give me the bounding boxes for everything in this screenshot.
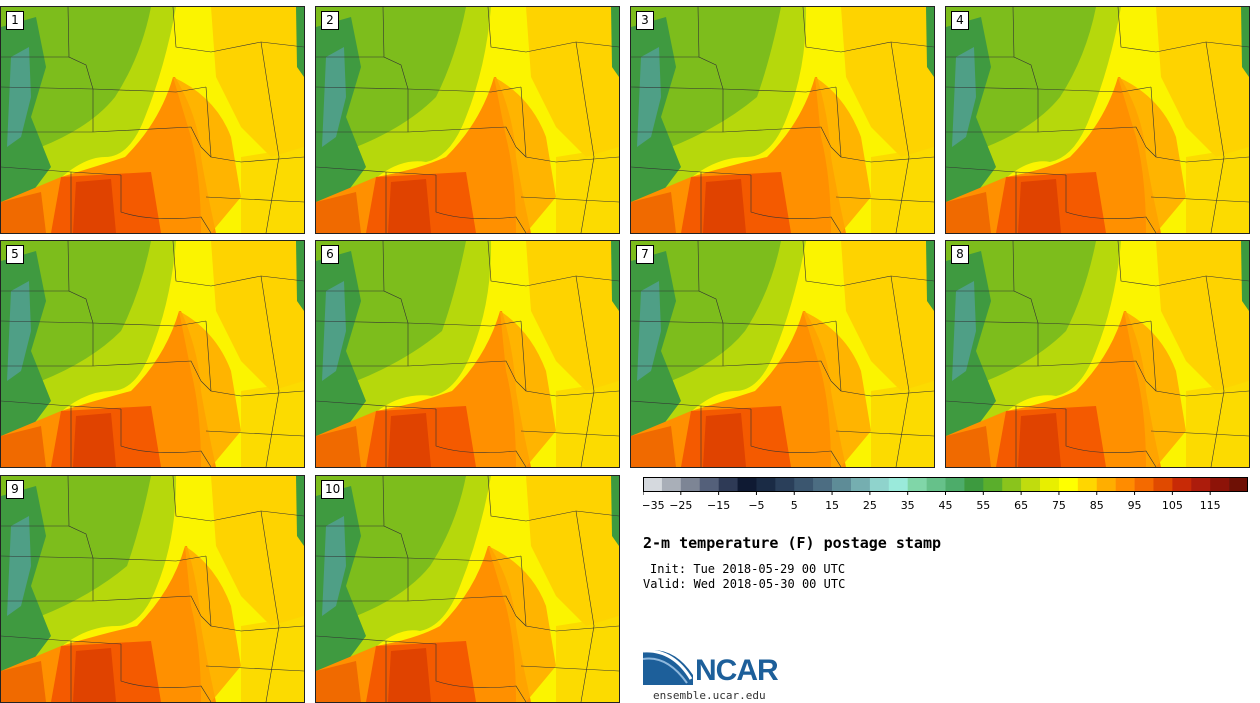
colorbar-tick-label: 65 <box>1014 499 1028 512</box>
temperature-map <box>316 241 619 467</box>
colorbar-segment <box>1210 477 1230 492</box>
temperature-map <box>1 476 304 702</box>
colorbar-tick-label: 5 <box>791 499 798 512</box>
colorbar-tick-label: 85 <box>1090 499 1104 512</box>
temperature-map <box>316 476 619 702</box>
colorbar-segment <box>850 477 871 492</box>
member-panel-6: 6 <box>315 240 620 468</box>
member-number: 5 <box>6 245 24 264</box>
colorbar-tick-label: 35 <box>901 499 915 512</box>
colorbar-tick-label: 45 <box>939 499 953 512</box>
colorbar-segment <box>1096 477 1116 492</box>
colorbar-segment <box>1134 477 1154 492</box>
colorbar-tick-label: 115 <box>1200 499 1221 512</box>
colorbar-tick-label: −35 <box>643 499 665 512</box>
colorbar-segment <box>926 477 946 492</box>
temperature-map <box>631 7 934 233</box>
colorbar-segment <box>945 477 965 492</box>
colorbar-segment <box>888 477 908 492</box>
member-number: 7 <box>636 245 654 264</box>
colorbar-segment <box>1021 477 1041 492</box>
colorbar-tick-label: 25 <box>863 499 877 512</box>
member-number: 6 <box>321 245 339 264</box>
member-panel-2: 2 <box>315 6 620 234</box>
colorbar-tick-label: −15 <box>707 499 730 512</box>
colorbar-segment <box>869 477 890 492</box>
colorbar-segment <box>1153 477 1173 492</box>
colorbar-segment <box>737 477 757 492</box>
temperature-map <box>631 241 934 467</box>
colorbar-segment <box>964 477 984 492</box>
logo-name: NCAR <box>695 654 779 687</box>
colorbar-segment <box>1040 477 1060 492</box>
colorbar-border <box>643 477 1248 492</box>
temperature-map <box>1 7 304 233</box>
colorbar-segment <box>1115 477 1135 492</box>
chart-title: 2-m temperature (F) postage stamp <box>643 534 942 552</box>
temperature-map <box>946 241 1249 467</box>
colorbar-segment <box>643 477 663 492</box>
temperature-map <box>1 241 304 467</box>
colorbar-tick-label: 15 <box>825 499 839 512</box>
colorbar-segment <box>1172 477 1192 492</box>
colorbar-segment <box>1229 477 1248 492</box>
ncar-logo-icon <box>643 649 693 685</box>
colorbar-tick-label: 95 <box>1128 499 1142 512</box>
temperature-colorbar: −35 −25 −15 −5 5 15 25 35 45 55 65 75 85 95 105 115 <box>643 477 1248 512</box>
colorbar-segment <box>1002 477 1022 492</box>
valid-time: Valid: Wed 2018-05-30 00 UTC <box>643 577 846 591</box>
temperature-map <box>316 7 619 233</box>
colorbar-segment <box>661 477 682 492</box>
colorbar-segment <box>813 477 833 492</box>
colorbar-segment <box>1077 477 1098 492</box>
member-number: 1 <box>6 11 24 30</box>
member-number: 8 <box>951 245 969 264</box>
colorbar-tick-label: −5 <box>748 499 764 512</box>
colorbar-segment <box>1058 477 1079 492</box>
colorbar-segment <box>775 477 795 492</box>
colorbar-tick-label: 55 <box>976 499 990 512</box>
colorbar-segment <box>832 477 852 492</box>
colorbar-segment <box>699 477 719 492</box>
colorbar-segment <box>756 477 776 492</box>
member-panel-3: 3 <box>630 6 935 234</box>
colorbar-segment <box>983 477 1003 492</box>
init-time: Init: Tue 2018-05-29 00 UTC <box>650 562 846 576</box>
colorbar-segment <box>680 477 701 492</box>
member-panel-9: 9 <box>0 475 305 703</box>
colorbar-segment <box>794 477 814 492</box>
member-panel-8: 8 <box>945 240 1250 468</box>
member-number: 3 <box>636 11 654 30</box>
member-number: 2 <box>321 11 339 30</box>
member-number: 9 <box>6 480 24 499</box>
logo-url: ensemble.ucar.edu <box>653 689 766 702</box>
colorbar-tick-label: 75 <box>1052 499 1066 512</box>
colorbar-segment <box>907 477 927 492</box>
member-number: 10 <box>321 480 345 499</box>
member-panel-7: 7 <box>630 240 935 468</box>
member-panel-5: 5 <box>0 240 305 468</box>
colorbar-segment <box>718 477 738 492</box>
colorbar-tick-label: 105 <box>1162 499 1183 512</box>
member-panel-4: 4 <box>945 6 1250 234</box>
member-panel-1: 1 <box>0 6 305 234</box>
colorbar-segment <box>1191 477 1211 492</box>
member-panel-10: 10 <box>315 475 620 703</box>
colorbar-tick-label: −25 <box>669 499 692 512</box>
member-number: 4 <box>951 11 969 30</box>
temperature-map <box>946 7 1249 233</box>
